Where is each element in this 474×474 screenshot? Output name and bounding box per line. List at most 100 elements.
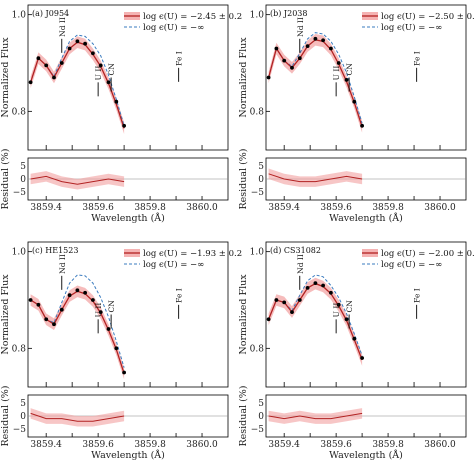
spectrum-axes-frame [265, 241, 467, 388]
no-uranium-line [30, 34, 125, 126]
observed-point [305, 44, 310, 48]
residual-band [30, 408, 125, 427]
x-tick-label: 3860.0 [186, 203, 218, 213]
observed-point [106, 327, 111, 331]
observed-point [59, 61, 64, 65]
observed-point [122, 123, 126, 128]
residual-tick-label: −5 [251, 425, 265, 435]
y-tick-label: 1.0 [12, 248, 27, 258]
line-label: Fe I [175, 51, 184, 66]
observed-point [290, 65, 294, 70]
observed-point [352, 336, 357, 341]
residual-tick-label: 5 [20, 162, 26, 172]
residual-tick-label: −5 [13, 425, 27, 435]
uncertainty-band [268, 34, 363, 133]
line-label: CN [107, 63, 116, 76]
panel-title: (a) J0954 [32, 9, 69, 18]
observed-point [122, 370, 126, 375]
observed-point [28, 298, 33, 302]
observed-point [282, 300, 287, 305]
observed-point [352, 99, 357, 104]
observed-point [114, 346, 119, 351]
line-label: U II [94, 303, 103, 318]
x-tick-label: 3859.8 [372, 440, 404, 450]
x-tick-label: 3859.4 [30, 203, 62, 213]
observed-point [329, 290, 333, 295]
observed-point [44, 317, 49, 322]
observed-point [98, 63, 103, 68]
observed-point [114, 99, 119, 104]
x-axis-label: Wavelength (Å) [91, 212, 165, 224]
residual-tick-label: 5 [20, 399, 26, 409]
x-tick-label: 3860.0 [424, 203, 456, 213]
residual-line [30, 412, 125, 422]
observed-point [297, 56, 302, 61]
residual-line [30, 175, 125, 185]
panel-1: Nd II U II CN Fe I 3859.4 3859.6 3859.8 3860.0 0… [238, 4, 474, 224]
legend-no-u-label: log ϵ(U) = −∞ [143, 259, 204, 270]
x-axis-label: Wavelength (Å) [329, 212, 403, 224]
residual-axis-label: Residual (%) [0, 385, 11, 446]
observed-point [321, 38, 325, 43]
observed-point [305, 286, 310, 290]
panel-3: Nd II U II CN Fe I 3859.4 3859.6 3859.8 3860.0 0… [238, 241, 474, 461]
spectrum-axes-frame [27, 4, 229, 151]
observed-point [44, 63, 49, 68]
observed-point [83, 41, 87, 46]
x-tick-label: 3859.8 [372, 203, 404, 213]
residual-tick-label: 5 [258, 162, 264, 172]
residual-axis-label: Residual (%) [238, 385, 249, 446]
line-label: U II [332, 66, 341, 81]
line-label: Nd II [296, 17, 305, 37]
observed-point [36, 56, 41, 61]
residual-band [268, 408, 363, 424]
residual-tick-label: 0 [20, 412, 26, 422]
residual-tick-label: 0 [258, 412, 264, 422]
x-tick-label: 3859.6 [320, 203, 352, 213]
residual-axis-label: Residual (%) [238, 148, 249, 209]
observed-point [28, 80, 33, 85]
x-tick-label: 3859.4 [30, 440, 62, 450]
panel-title: (d) CS31082 [270, 246, 321, 255]
observed-point [91, 298, 95, 302]
uncertainty-band [30, 36, 125, 134]
line-label: CN [345, 300, 354, 313]
line-label: U II [332, 303, 341, 318]
observed-point [75, 39, 80, 44]
spectrum-axes-frame [27, 241, 229, 388]
observed-point [75, 288, 80, 293]
observed-point [274, 46, 279, 51]
y-tick-label: 1.0 [250, 11, 265, 21]
y-tick-label: 0.8 [250, 344, 265, 354]
observed-point [266, 75, 271, 80]
observed-point [83, 290, 87, 295]
y-tick-label: 1.0 [250, 248, 265, 258]
legend-fit-label: log ϵ(U) = −2.50 ± 0.2 [381, 11, 474, 22]
line-label: Fe I [413, 288, 422, 303]
uncertainty-band [30, 285, 125, 380]
panel-2: Nd II U II CN Fe I 3859.4 3859.6 3859.8 3860.0 0… [0, 241, 242, 461]
legend-no-u-label: log ϵ(U) = −∞ [143, 22, 204, 33]
legend-fit-label: log ϵ(U) = −1.93 ± 0.2 [143, 248, 242, 259]
y-tick-label: 1.0 [12, 11, 27, 21]
x-axis-label: Wavelength (Å) [329, 449, 403, 461]
observed-point [52, 75, 56, 80]
line-label: CN [107, 300, 116, 313]
residual-tick-label: 5 [258, 399, 264, 409]
uncertainty-band [268, 277, 363, 366]
x-tick-label: 3859.8 [134, 440, 166, 450]
legend-no-u-label: log ϵ(U) = −∞ [381, 22, 442, 33]
x-tick-label: 3859.6 [320, 440, 352, 450]
observed-point [290, 310, 294, 314]
observed-point [59, 307, 64, 312]
y-tick-label: 0.8 [12, 107, 27, 117]
panel-0: Nd II U II CN Fe I 3859.4 3859.6 3859.8 3860.0 0… [0, 4, 242, 224]
x-tick-label: 3859.6 [82, 440, 114, 450]
line-label: U II [94, 66, 103, 81]
x-tick-label: 3859.4 [268, 440, 300, 450]
spectrum-axes-frame [265, 4, 467, 151]
no-uranium-line [268, 274, 363, 356]
observed-point [67, 293, 72, 298]
observed-point [274, 298, 279, 302]
